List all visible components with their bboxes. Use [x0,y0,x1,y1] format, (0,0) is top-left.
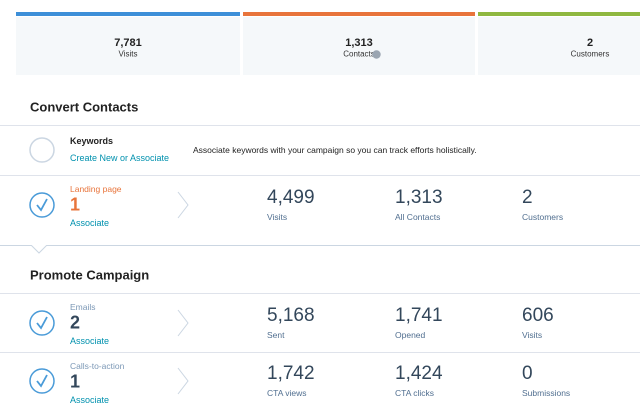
empty-circle [29,137,55,163]
stat-value: 606 [522,304,554,326]
divider [0,352,640,353]
stat-value: 1,313 [395,187,443,208]
summary-box [478,17,640,75]
chevron [177,191,189,219]
stat-label: Visits [522,329,543,340]
summary-value: 7,781 [114,37,142,49]
summary-value: 2 [586,37,594,49]
check-circle [29,368,55,394]
row-label: Emails [70,302,96,312]
row-count: 1 [70,371,81,392]
accent-bar [243,12,475,16]
divider [0,245,640,246]
stat-value: 4,499 [267,187,315,208]
summary-label: Customers [570,49,610,59]
keywords-title: Keywords [70,136,114,146]
stat-value: 2 [522,187,533,208]
row-label: Landing page [70,184,122,194]
stat-label: All Contacts [395,212,441,222]
pointer [30,245,48,254]
check-circle [29,309,55,336]
stat-label: CTA clicks [395,388,435,398]
stat-label: Sent [267,329,285,340]
chevron [177,367,189,395]
check-circle [29,192,55,218]
stat-value: 1,741 [395,304,443,326]
summary-label: Contacts [343,49,375,59]
associate-link[interactable]: Associate [70,336,110,346]
associate-link[interactable]: Associate [70,218,110,228]
section-title: Promote Campaign [30,267,150,283]
row-label: Calls-to-action [70,361,125,371]
summary-box [16,17,240,75]
divider [0,175,640,176]
divider [0,293,640,294]
stat-value: 1,742 [267,363,315,384]
stat-label: Submissions [522,388,571,398]
stat-label: Opened [395,329,426,340]
chevron [177,309,189,336]
accent-bar [478,12,640,16]
stat-value: 5,168 [267,304,315,326]
stat-label: Customers [522,212,564,222]
summary-box [243,17,475,75]
row-count: 2 [70,312,81,333]
stat-label: CTA views [267,388,307,398]
summary-value: 1,313 [345,37,373,49]
stat-value: 1,424 [395,363,443,384]
associate-link[interactable]: Create New or Associate [70,153,170,163]
keywords-description: Associate keywords with your campaign so… [193,145,477,155]
summary-label: Visits [118,49,138,59]
associate-link[interactable]: Associate [70,395,110,405]
divider [0,125,640,126]
stat-label: Visits [267,212,288,222]
help-icon [372,50,381,59]
section-title: Convert Contacts [30,99,139,115]
row-count: 1 [70,194,81,215]
accent-bar [16,12,240,16]
stat-value: 0 [522,363,533,384]
